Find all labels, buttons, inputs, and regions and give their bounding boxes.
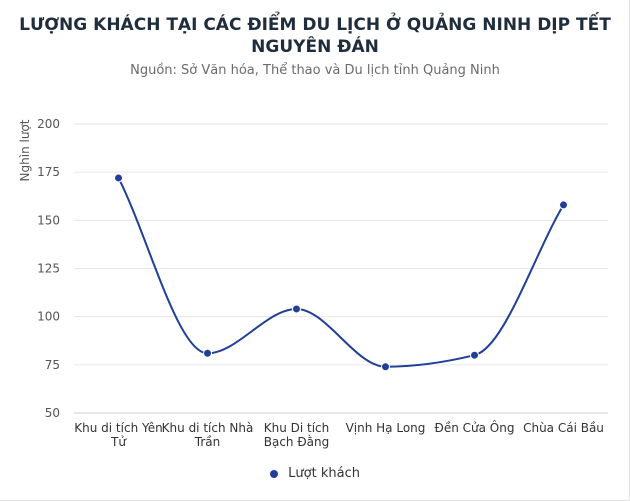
legend[interactable]: Lượt khách bbox=[0, 466, 630, 481]
x-tick-label-2-line-0: Khu Di tích bbox=[264, 421, 330, 435]
y-tick-label-75: 75 bbox=[45, 358, 60, 372]
chart-title: LƯỢNG KHÁCH TẠI CÁC ĐIỂM DU LỊCH Ở QUẢNG… bbox=[0, 14, 630, 58]
data-point-0-5 bbox=[559, 200, 568, 210]
data-point-0-3 bbox=[381, 362, 390, 372]
x-tick-label-4-line-0: Đền Cửa Ông bbox=[435, 420, 515, 435]
data-point-0-4 bbox=[470, 350, 479, 360]
x-tick-label-0-line-1: Tử bbox=[110, 435, 127, 449]
x-tick-label-1-line-1: Trần bbox=[194, 435, 220, 449]
x-tick-label-0: Khu di tích Yên Tử bbox=[74, 421, 162, 449]
x-tick-label-5-line-0: Chùa Cái Bầu bbox=[523, 421, 604, 435]
data-point-0-1 bbox=[203, 348, 212, 358]
y-axis-title: Nghìn lượt bbox=[18, 119, 32, 181]
y-tick-label-50: 50 bbox=[45, 406, 60, 420]
y-tick-label-100: 100 bbox=[37, 310, 60, 324]
series-line-0 bbox=[117, 177, 565, 368]
y-tick-label-125: 125 bbox=[37, 262, 60, 276]
x-tick-label-1: Khu di tích Nhà Trần bbox=[162, 421, 254, 449]
y-tick-label-200: 200 bbox=[37, 117, 60, 131]
x-tick-label-2-line-1: Bạch Đằng bbox=[264, 435, 329, 449]
x-tick-label-4: Đền Cửa Ông bbox=[435, 420, 515, 435]
x-tick-label-5: Chùa Cái Bầu bbox=[523, 421, 604, 435]
data-point-0-2 bbox=[292, 304, 301, 314]
x-tick-label-2: Khu Di tích Bạch Đằng bbox=[264, 421, 330, 449]
x-tick-label-0-line-0: Khu di tích Yên bbox=[74, 421, 162, 435]
y-tick-label-175: 175 bbox=[37, 165, 60, 179]
legend-marker-luot-khach bbox=[270, 469, 279, 478]
x-tick-label-1-line-0: Khu di tích Nhà bbox=[162, 421, 254, 435]
chart-title-line-2: NGUYÊN ĐÁN bbox=[251, 37, 379, 57]
x-tick-label-3: Vịnh Hạ Long bbox=[346, 421, 426, 435]
x-tick-label-3-line-0: Vịnh Hạ Long bbox=[346, 421, 426, 435]
chart-title-line-1: LƯỢNG KHÁCH TẠI CÁC ĐIỂM DU LỊCH Ở QUẢNG… bbox=[19, 15, 611, 35]
y-tick-label-150: 150 bbox=[37, 213, 60, 227]
chart-subtitle: Nguồn: Sở Văn hóa, Thể thao và Du lịch t… bbox=[130, 63, 500, 78]
data-point-0-0 bbox=[114, 173, 123, 183]
legend-label-luot-khach: Lượt khách bbox=[288, 466, 360, 481]
